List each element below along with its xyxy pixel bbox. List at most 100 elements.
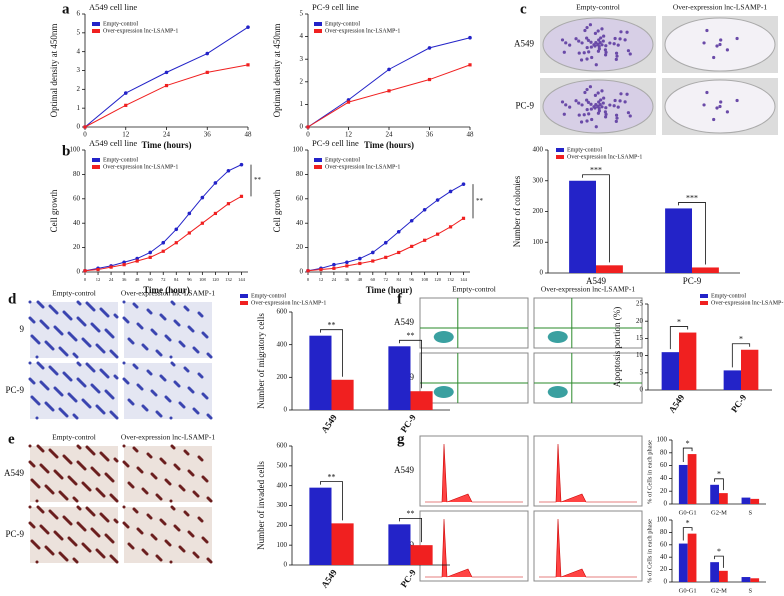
marker — [332, 262, 336, 267]
y-tick-label: 100 — [657, 516, 668, 524]
panel-letter: a — [62, 1, 70, 17]
row-label: A549 — [514, 39, 534, 49]
row-label: A549 — [394, 317, 414, 327]
line-series — [84, 195, 242, 272]
x-tick-label: 12 — [319, 277, 324, 282]
cell — [146, 308, 150, 312]
line-series — [307, 217, 464, 272]
annotation: * — [677, 317, 681, 326]
photo — [533, 510, 643, 582]
cell — [35, 560, 39, 564]
y-tick-label: 200 — [277, 373, 288, 381]
bracket — [678, 202, 706, 265]
x-tick-label: 24 — [163, 131, 171, 139]
legend-swatch — [92, 22, 100, 26]
y-tick-label: 40 — [660, 474, 668, 482]
image-header: Over-expression lnc-LSAMP-1 — [673, 3, 767, 12]
cell — [58, 490, 62, 494]
marker — [187, 231, 191, 235]
cell — [122, 300, 126, 304]
cell — [178, 545, 182, 549]
colony — [612, 104, 616, 108]
marker — [358, 256, 362, 261]
bracket — [320, 481, 343, 521]
bar — [679, 332, 697, 390]
cell — [95, 404, 99, 408]
annotation: * — [717, 547, 721, 556]
cluster — [433, 331, 454, 343]
y-tick-label: 200 — [277, 521, 288, 529]
cell — [85, 362, 89, 366]
cell — [170, 300, 174, 304]
cluster — [547, 386, 568, 398]
cell — [136, 383, 140, 387]
marker — [161, 240, 166, 245]
cell — [183, 305, 187, 309]
y-tick-label: 2 — [77, 85, 81, 93]
marker — [200, 195, 205, 200]
photo — [419, 510, 529, 582]
cell — [206, 557, 210, 561]
cell — [173, 380, 177, 384]
colony — [613, 36, 617, 41]
cell — [187, 469, 191, 473]
marker — [345, 260, 349, 265]
marker — [436, 232, 440, 236]
cell — [81, 481, 85, 485]
colony — [626, 49, 631, 53]
y-tick-label: 100 — [277, 541, 288, 549]
cell — [76, 521, 80, 525]
cell — [48, 304, 52, 308]
y-tick-label: 0 — [640, 386, 644, 394]
x-tick-label: 84 — [396, 277, 401, 282]
colony — [585, 119, 589, 123]
colony — [614, 57, 618, 61]
marker — [226, 168, 231, 173]
annotation: ** — [476, 197, 484, 205]
colony — [623, 100, 627, 104]
bar — [410, 545, 433, 565]
annotation: ** — [407, 331, 415, 340]
y-tick-label: 20 — [296, 243, 304, 251]
colony — [585, 87, 589, 92]
marker — [213, 211, 217, 216]
x-tick-label: PC-9 — [398, 567, 418, 589]
cell — [35, 416, 39, 420]
marker — [448, 225, 453, 229]
x-tick-label: PC-9 — [729, 392, 749, 414]
x-tick-label: 72 — [161, 277, 166, 282]
cell — [109, 410, 113, 414]
marker — [409, 218, 414, 223]
cell — [99, 368, 103, 372]
y-tick-label: 40 — [296, 219, 304, 227]
y-tick-label: 80 — [73, 170, 81, 178]
colony — [718, 104, 722, 109]
colony — [735, 98, 739, 103]
marker — [427, 46, 432, 50]
legend-swatch — [700, 301, 708, 305]
x-tick-label: 48 — [135, 277, 140, 282]
colony — [596, 29, 600, 33]
annotation: ** — [254, 176, 262, 184]
x-tick-label: 36 — [122, 277, 127, 282]
cell — [72, 413, 76, 417]
y-tick-label: 400 — [533, 146, 544, 154]
marker — [427, 77, 432, 82]
cell — [58, 407, 62, 411]
bar — [678, 464, 688, 504]
cell — [39, 463, 43, 467]
panel-letter: b — [62, 143, 70, 159]
cell — [164, 478, 168, 482]
legend-label: Over-expression lnc-LSAMP-1 — [567, 154, 642, 160]
cell — [150, 472, 154, 476]
colony — [599, 98, 603, 102]
colony — [568, 43, 572, 47]
colony — [594, 102, 598, 107]
colony — [564, 41, 568, 45]
x-tick-label: 60 — [148, 277, 153, 282]
cell — [48, 448, 52, 452]
annotation: * — [686, 439, 690, 448]
cell — [197, 455, 201, 459]
cell — [164, 395, 168, 399]
